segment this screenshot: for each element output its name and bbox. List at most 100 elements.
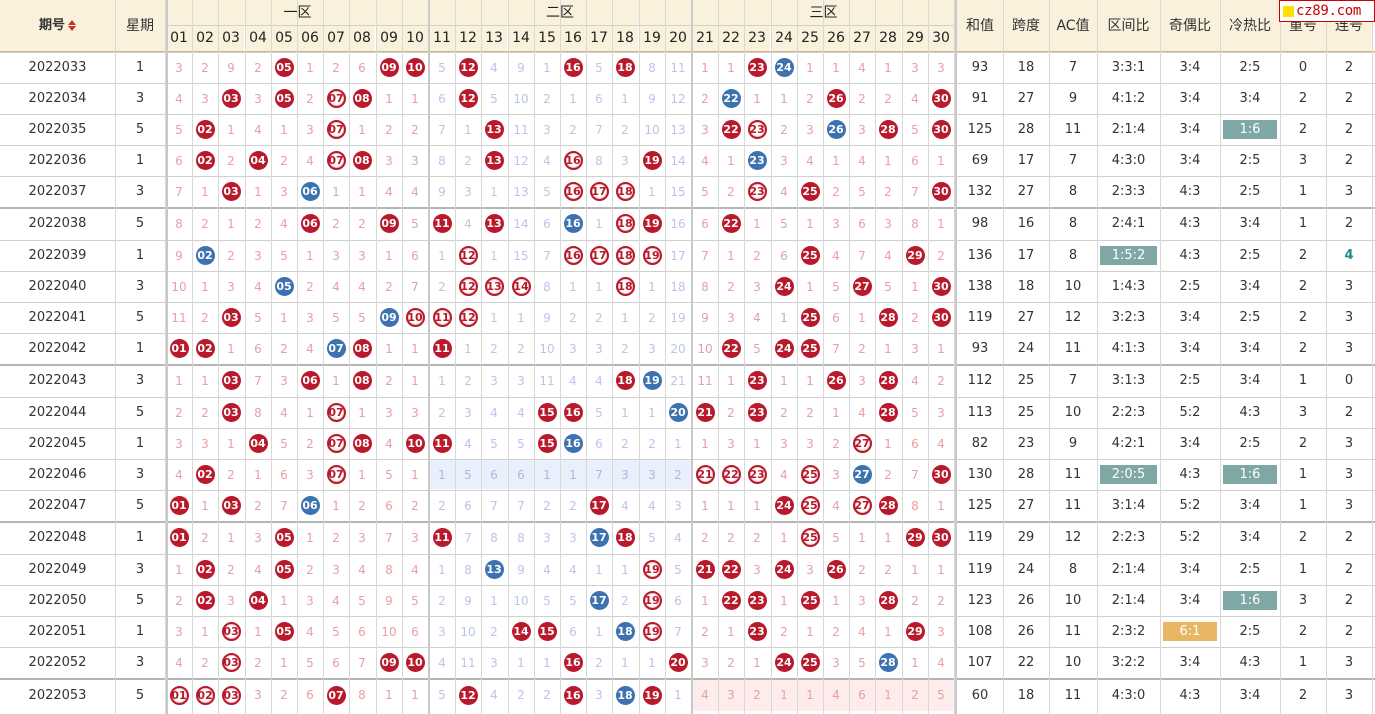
- stat-value: 29: [1017, 530, 1035, 545]
- number-cell: 9: [376, 585, 402, 616]
- sort-toggle-icon[interactable]: [68, 20, 76, 31]
- number-cell: 1: [323, 176, 349, 207]
- issue-number[interactable]: 2022046: [28, 467, 87, 482]
- issue-number[interactable]: 2022039: [28, 248, 87, 263]
- stat-header-0[interactable]: 和值: [957, 0, 1003, 51]
- number-cell: 1: [323, 364, 349, 397]
- miss-count: 3: [358, 248, 366, 263]
- issue-number[interactable]: 2022045: [28, 436, 87, 451]
- repeat-ball-icon: 21: [695, 465, 715, 484]
- red-ball-icon: 01: [169, 496, 189, 515]
- site-logo[interactable]: cz89.com: [1279, 0, 1375, 22]
- row-divider: [0, 490, 1375, 491]
- miss-count: 5: [385, 467, 393, 482]
- stat-value: 2: [1298, 687, 1308, 703]
- stat-连号: 4: [1326, 240, 1372, 271]
- issue-header-cell[interactable]: 期号: [0, 0, 115, 51]
- stat-value: 2:2:3: [1111, 405, 1146, 420]
- issue-number[interactable]: 2022036: [28, 153, 87, 168]
- row-divider: [0, 521, 1375, 523]
- number-cell: 24: [771, 271, 797, 302]
- miss-count: 1: [621, 91, 629, 106]
- stat-header-3[interactable]: 区间比: [1097, 0, 1160, 51]
- number-header-01: 01: [166, 25, 192, 51]
- issue-number[interactable]: 2022048: [28, 530, 87, 545]
- red-ball-icon: 03: [221, 496, 241, 515]
- miss-count: 6: [332, 655, 340, 670]
- number-cell: 7: [586, 114, 612, 145]
- miss-count: 7: [517, 498, 525, 513]
- issue-number[interactable]: 2022044: [28, 405, 87, 420]
- issue-number[interactable]: 2022041: [28, 310, 87, 325]
- stat-header-5[interactable]: 冷热比: [1220, 0, 1280, 51]
- stat-value: 108: [967, 624, 993, 639]
- issue-number[interactable]: 2022037: [28, 184, 87, 199]
- column-divider: [560, 0, 561, 714]
- stat-value: 3:2:3: [1111, 310, 1146, 325]
- stat-连号: 3: [1326, 176, 1372, 207]
- repeat-ball-icon: 07: [326, 151, 346, 170]
- stat-header-2[interactable]: AC值: [1049, 0, 1097, 51]
- stat-value: 4:3: [1179, 248, 1201, 263]
- number-cell: 1: [218, 333, 244, 364]
- miss-count: 1: [621, 655, 629, 670]
- miss-count: 1: [411, 373, 419, 388]
- issue-number[interactable]: 2022033: [28, 60, 87, 75]
- number-cell: 21: [692, 397, 718, 428]
- miss-count: 1: [648, 655, 656, 670]
- miss-count: 3: [201, 91, 209, 106]
- number-cell: 15: [508, 240, 534, 271]
- row-divider: [0, 271, 1375, 272]
- issue-number[interactable]: 2022052: [28, 655, 87, 670]
- miss-count: 2: [385, 122, 393, 137]
- number-cell: 3: [771, 145, 797, 176]
- issue-number[interactable]: 2022053: [28, 687, 87, 703]
- stat-value: 2: [1298, 341, 1308, 356]
- issue-number[interactable]: 2022049: [28, 562, 87, 577]
- red-ball-icon: 05: [274, 89, 294, 108]
- issue-number[interactable]: 2022040: [28, 279, 87, 294]
- number-cell: 5: [323, 302, 349, 333]
- miss-count: 5: [517, 436, 525, 451]
- miss-count: 1: [937, 562, 945, 577]
- issue-number[interactable]: 2022050: [28, 593, 87, 608]
- column-divider: [823, 0, 824, 714]
- stat-header-1[interactable]: 跨度: [1003, 0, 1049, 51]
- number-cell: 1: [245, 616, 271, 647]
- number-cell: 03: [218, 397, 244, 428]
- miss-count: 1: [227, 122, 235, 137]
- miss-count: 1: [332, 498, 340, 513]
- stat-冷热比: 3:4: [1220, 83, 1280, 114]
- red-ball-icon: 30: [931, 277, 951, 296]
- miss-count: 5: [648, 530, 656, 545]
- stat-header-4[interactable]: 奇偶比: [1160, 0, 1220, 51]
- number-cell: 2: [902, 302, 928, 333]
- repeat-ball-icon: 18: [615, 182, 635, 201]
- stat-value: 18: [1017, 60, 1035, 75]
- stat-value: 3:4: [1239, 341, 1261, 356]
- issue-number[interactable]: 2022043: [28, 373, 87, 388]
- stat-value: 132: [967, 184, 993, 199]
- miss-count: 6: [595, 436, 603, 451]
- number-cell: 6: [349, 616, 375, 647]
- number-cell: 1: [349, 397, 375, 428]
- number-cell: 3: [560, 333, 586, 364]
- issue-number[interactable]: 2022047: [28, 498, 87, 513]
- number-cell: 15: [534, 616, 560, 647]
- issue-number[interactable]: 2022038: [28, 216, 87, 231]
- number-cell: 1: [639, 176, 665, 207]
- issue-number[interactable]: 2022042: [28, 341, 87, 356]
- stat-区间比: 2:3:3: [1097, 176, 1160, 207]
- issue-number[interactable]: 2022034: [28, 91, 87, 106]
- number-cell: 04: [245, 145, 271, 176]
- number-cell: 1: [429, 240, 455, 271]
- issue-number[interactable]: 2022051: [28, 624, 87, 639]
- number-cell: 25: [797, 459, 823, 490]
- row-divider: [0, 52, 1375, 53]
- stat-连号: 3: [1326, 647, 1372, 678]
- number-cell: 2: [797, 397, 823, 428]
- miss-count: 3: [517, 373, 525, 388]
- stat-value: 3:4: [1179, 436, 1201, 451]
- stat-连号: 3: [1326, 678, 1372, 712]
- issue-number[interactable]: 2022035: [28, 122, 87, 137]
